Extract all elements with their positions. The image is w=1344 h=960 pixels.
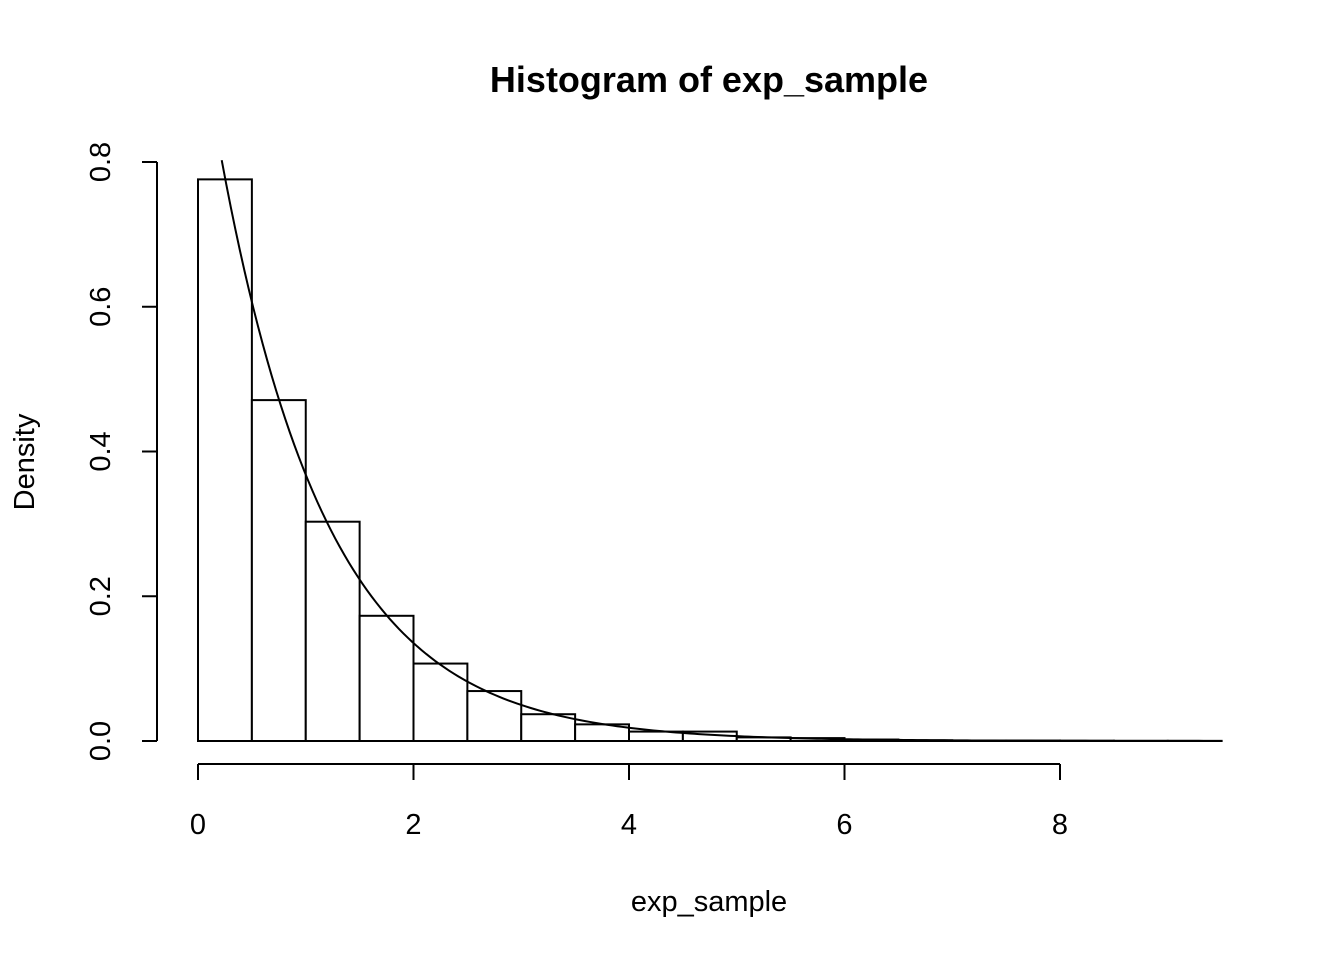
x-tick-label: 0 [190,809,206,841]
y-axis-label: Density [9,413,41,510]
x-tick-label: 2 [405,809,421,841]
x-tick-label: 6 [836,809,852,841]
y-tick-label: 0.4 [85,431,117,471]
x-tick-label: 8 [1052,809,1068,841]
y-axis: 0.0 0.2 0.4 0.6 0.8 [85,142,158,761]
histogram-bar [250,399,307,742]
x-axis-label: exp_sample [631,886,787,918]
histogram-bars [197,178,1223,743]
histogram-bar [466,690,523,743]
density-curve [220,159,1222,742]
histogram-bar [197,178,253,742]
histogram-bar [304,520,361,742]
y-tick-label: 0.6 [85,287,117,327]
histogram-bar [412,662,469,743]
chart-title: Histogram of exp_sample [490,59,928,100]
x-tick-label: 4 [621,809,637,841]
y-tick-label: 0.8 [85,142,117,182]
y-tick-label: 0.0 [85,721,117,761]
x-axis: 0 2 4 6 8 [190,763,1068,841]
y-tick-label: 0.2 [85,576,117,616]
